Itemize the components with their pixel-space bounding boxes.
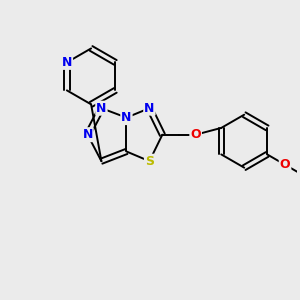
Text: O: O (190, 128, 201, 141)
Text: N: N (96, 102, 106, 115)
Text: N: N (144, 102, 154, 115)
Text: S: S (145, 155, 154, 168)
Text: N: N (82, 128, 93, 141)
Text: N: N (62, 56, 72, 69)
Text: N: N (121, 111, 132, 124)
Text: O: O (280, 158, 290, 171)
